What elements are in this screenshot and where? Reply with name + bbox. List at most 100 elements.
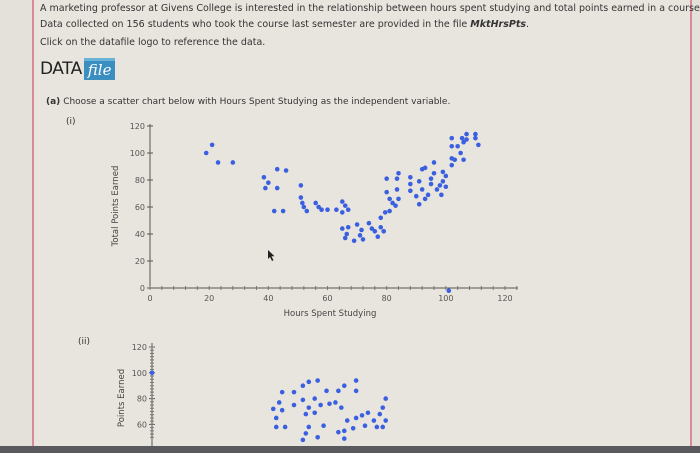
data-point: [283, 168, 289, 173]
data-point: [396, 196, 401, 202]
data-point: [209, 142, 215, 148]
data-point: [313, 200, 318, 206]
data-point: [366, 220, 372, 226]
data-point: [387, 196, 392, 202]
data-point: [279, 407, 285, 413]
datafile-logo-file: file: [83, 58, 116, 80]
data-point: [291, 389, 297, 395]
data-point: [273, 424, 279, 430]
data-point: [315, 378, 320, 383]
data-point: [298, 183, 304, 188]
data-point: [459, 135, 465, 141]
data-point: [458, 150, 463, 156]
data-point: [306, 424, 312, 430]
data-point: [203, 150, 209, 156]
y-tick-label: 100: [132, 369, 147, 378]
data-point: [276, 400, 282, 405]
data-point: [384, 189, 389, 195]
data-point: [300, 383, 306, 389]
data-point: [353, 378, 359, 383]
data-point: [345, 224, 351, 230]
option-ii-radio[interactable]: (ii): [78, 337, 91, 347]
data-point: [473, 135, 478, 141]
data-point: [215, 160, 221, 165]
intro-line-3: Click on the datafile logo to reference …: [40, 37, 266, 48]
data-point: [461, 139, 466, 145]
data-point: [341, 383, 347, 389]
data-point: [357, 233, 363, 238]
scatter-chart-ii[interactable]: 60 80 100 120 Points Earned: [117, 343, 389, 453]
intro-period: .: [526, 19, 530, 30]
question-text: Choose a scatter chart below with Hours …: [63, 97, 451, 107]
data-point: [452, 157, 458, 163]
y-axis-label: Points Earned: [117, 369, 127, 427]
data-point: [342, 203, 348, 208]
y-tick-label: 120: [132, 343, 147, 352]
data-point: [301, 204, 307, 210]
x-axis-label: Hours Spent Studying: [284, 309, 377, 319]
data-point: [371, 418, 377, 423]
data-point: [396, 170, 401, 176]
data-point: [443, 184, 449, 190]
data-point: [419, 187, 425, 192]
data-point: [393, 203, 398, 208]
intro-line-2: Data collected on 156 students who took …: [40, 19, 529, 30]
y-tick-label: 60: [137, 420, 147, 429]
data-point: [449, 143, 455, 149]
data-point: [394, 187, 400, 192]
data-point: [369, 226, 375, 231]
data-point: [434, 187, 440, 192]
scatter-chart-i[interactable]: 0 20 40 60 80 100 120 0 20 40 60 80 100 120 Hours Spe…: [111, 122, 518, 319]
option-i-radio[interactable]: (i): [66, 117, 76, 127]
data-point: [303, 411, 309, 417]
data-point: [408, 188, 413, 194]
datafile-logo-data: DATA: [40, 59, 82, 79]
data-point: [381, 229, 387, 234]
x-tick-label: 100: [438, 294, 453, 303]
data-point: [378, 215, 384, 221]
data-point: [473, 131, 478, 137]
data-point: [387, 208, 392, 214]
data-point: [149, 370, 155, 376]
data-point: [359, 413, 365, 418]
data-point: [273, 415, 279, 421]
question-a: (a) Choose a scatter chart below with Ho…: [46, 97, 450, 107]
data-point: [318, 402, 323, 408]
data-point: [449, 135, 455, 141]
data-point: [312, 410, 318, 416]
data-point: [461, 157, 466, 163]
data-point: [384, 176, 389, 181]
data-point: [413, 193, 419, 199]
taskbar-strip: [0, 446, 700, 453]
data-point: [274, 185, 280, 191]
data-point: [263, 185, 268, 191]
data-point: [319, 207, 324, 212]
data-point: [266, 180, 271, 185]
datafile-logo[interactable]: DATA file: [40, 58, 116, 80]
data-point: [431, 160, 437, 165]
x-tick-label: 0: [147, 294, 152, 303]
data-point: [336, 429, 341, 435]
data-point: [464, 137, 469, 142]
data-point: [339, 199, 345, 204]
data-point: [446, 288, 452, 294]
data-point: [380, 424, 386, 430]
data-point: [298, 195, 304, 200]
data-point: [431, 170, 437, 176]
data-point: [464, 131, 469, 137]
data-point: [360, 237, 366, 242]
x-tick-label: 40: [263, 294, 273, 303]
data-point: [390, 200, 395, 206]
mouse-cursor-icon: [268, 250, 275, 261]
data-point: [383, 418, 389, 423]
data-point: [353, 415, 359, 421]
data-point: [440, 169, 446, 175]
y-tick-label: 120: [130, 122, 145, 131]
data-point: [282, 424, 288, 430]
data-point: [408, 175, 413, 180]
data-point: [422, 196, 428, 202]
data-point: [425, 192, 431, 198]
data-point: [344, 231, 350, 237]
data-point: [270, 406, 276, 412]
